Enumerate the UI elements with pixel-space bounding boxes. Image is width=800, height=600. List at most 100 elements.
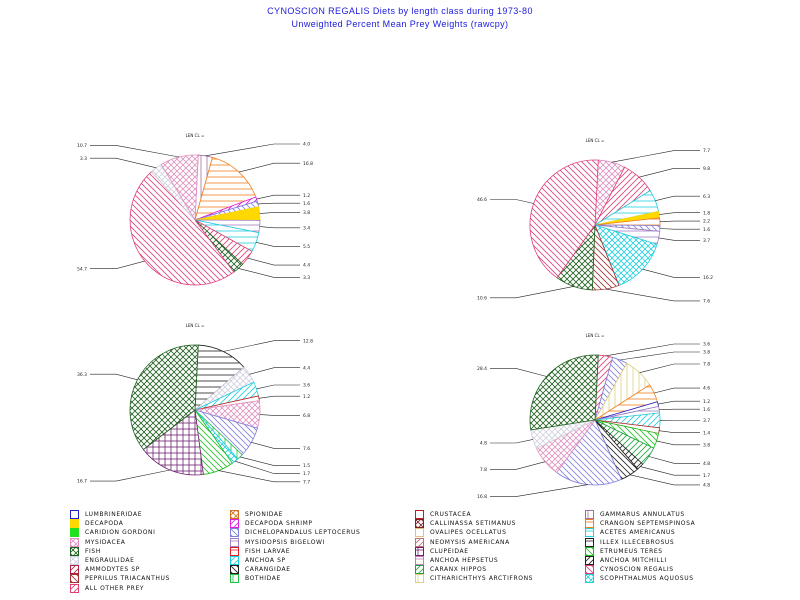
legend-swatch <box>415 528 424 538</box>
legend-swatch <box>585 565 594 575</box>
slice-label: 6.3 <box>703 194 710 200</box>
slice-label: 3.7 <box>703 238 710 244</box>
legend-item: CRANGON SEPTEMSPINOSA <box>585 519 696 529</box>
leader-line <box>642 268 700 278</box>
pie-title: LEN CL = <box>586 138 605 143</box>
legend-swatch <box>230 565 239 575</box>
slice-label: 54.7 <box>77 266 87 272</box>
legend-item: ENGRAULIDAE <box>70 556 134 565</box>
slice-label: 3.8 <box>703 350 710 356</box>
slice-label: 9.8 <box>703 166 710 172</box>
legend-label: GAMMARUS ANNULATUS <box>600 511 685 518</box>
legend-item: CARANGIDAE <box>230 565 291 575</box>
leader-line <box>90 260 145 270</box>
legend-item: CRUSTACEA <box>415 510 471 519</box>
legend-swatch <box>585 546 594 556</box>
pie-chart-1: LEN CL = 4.0 16.8 1.2 1.6 3.8 3.4 5.5 4.4 3.3 10.… <box>77 133 313 286</box>
legend-swatch <box>230 574 239 584</box>
pie-chart-3: LEN CL = 12.8 4.4 3.6 1.2 6.8 7.6 1.5 1.7 7.7 36.… <box>77 323 313 485</box>
legend-item: CLUPEIDAE <box>415 546 469 556</box>
leader-line <box>259 212 300 214</box>
legend-label: DICHELOPANDALUS LEPTOCERUS <box>245 529 361 537</box>
legend-swatch <box>70 556 79 565</box>
slice-label: 3.4 <box>303 225 310 231</box>
legend-label: CALLINASSA SETIMANUS <box>430 520 517 528</box>
legend-swatch <box>585 519 594 529</box>
legend-item: PEPRILUS TRIACANTHUS <box>70 574 170 584</box>
slice-label: 1.2 <box>303 394 310 400</box>
legend-swatch <box>230 537 239 547</box>
slice-label: 3.6 <box>303 383 310 389</box>
pie-title: LEN CL = <box>586 333 605 338</box>
legend-swatch <box>70 510 79 519</box>
legend-label: CLUPEIDAE <box>430 547 469 555</box>
slice-label: 1.2 <box>303 193 310 199</box>
legend-swatch <box>230 528 239 538</box>
legend-label: MYSIDOPSIS BIGELOWI <box>245 538 325 546</box>
slice-label: 7.6 <box>703 299 710 305</box>
legend-swatch <box>415 510 424 519</box>
pie-title: LEN CL = <box>186 323 205 328</box>
legend-swatch <box>70 546 79 556</box>
slice-label: 7.7 <box>303 479 310 485</box>
leader-line <box>258 395 300 399</box>
chart-title: CYNOSCION REGALIS Diets by length class … <box>267 6 533 16</box>
legend-label: FISH LARVAE <box>245 547 291 555</box>
leader-line <box>90 145 180 158</box>
legend-item: GAMMARUS ANNULATUS <box>585 510 685 519</box>
leader-line <box>639 363 700 373</box>
legend-swatch <box>585 528 594 538</box>
pie-chart-4: LEN CL = 3.6 3.8 7.8 4.6 1.2 1.6 3.7 1.4 3.8 4.8 1… <box>477 333 710 500</box>
pie-slice <box>594 224 658 286</box>
slice-label: 10.6 <box>477 295 487 301</box>
leader-line <box>638 168 700 178</box>
legend-swatch <box>230 556 239 565</box>
leader-line <box>656 440 700 446</box>
leader-line <box>619 351 700 361</box>
legend-label: FISH <box>85 547 101 555</box>
leader-line <box>611 150 700 163</box>
leader-line <box>256 384 300 390</box>
slice-label: 4.8 <box>480 441 487 447</box>
slice-label: 1.6 <box>703 407 710 413</box>
leader-line <box>218 470 300 483</box>
leader-line <box>256 242 300 247</box>
leader-line <box>658 237 700 241</box>
legend-label: CRUSTACEA <box>430 511 472 518</box>
slice-label: 6.8 <box>303 413 310 419</box>
legend-swatch <box>230 546 239 556</box>
leader-line <box>605 343 700 357</box>
legend: LUMBRINERIDAE SPIONIDAE CRUSTACEA GAMMARUS … <box>70 510 790 598</box>
leader-line <box>223 340 300 352</box>
legend-swatch <box>585 537 594 547</box>
legend-label: CARIDION GORDONI <box>85 529 156 537</box>
leader-line <box>239 456 300 466</box>
legend-swatch <box>70 565 79 575</box>
leader-line <box>490 286 574 299</box>
leader-line <box>259 414 300 416</box>
leader-line <box>256 194 300 200</box>
leader-line <box>490 484 589 497</box>
slice-label: 3.3 <box>303 275 310 281</box>
leader-line <box>659 430 700 434</box>
leader-line <box>640 466 700 476</box>
slice-label: 7.8 <box>703 362 710 368</box>
pie-slice <box>129 171 235 286</box>
legend-item: AMMODYTES SP <box>70 565 140 575</box>
leader-line <box>490 439 534 444</box>
pie-slice <box>129 344 199 451</box>
pie-slice <box>160 154 199 222</box>
slice-label: 1.2 <box>703 399 710 405</box>
legend-item: DECAPODA <box>70 519 123 529</box>
legend-item: ANCHOA MITCHILLI <box>585 556 667 565</box>
leader-line <box>251 442 300 449</box>
slice-label: 16.7 <box>77 479 87 485</box>
pie-charts: LEN CL = 4.0 16.8 1.2 1.6 3.8 3.4 5.5 4.4 3.3 10.… <box>77 133 713 500</box>
slice-label: 28.4 <box>477 366 487 372</box>
slice-label: 7.7 <box>703 148 710 154</box>
legend-label: CRANGON SEPTEMSPINOSA <box>600 520 696 528</box>
legend-swatch <box>230 510 239 519</box>
slice-label: 1.7 <box>303 471 310 477</box>
slice-label: 1.8 <box>703 210 710 216</box>
slice-label: 4.4 <box>303 263 310 269</box>
